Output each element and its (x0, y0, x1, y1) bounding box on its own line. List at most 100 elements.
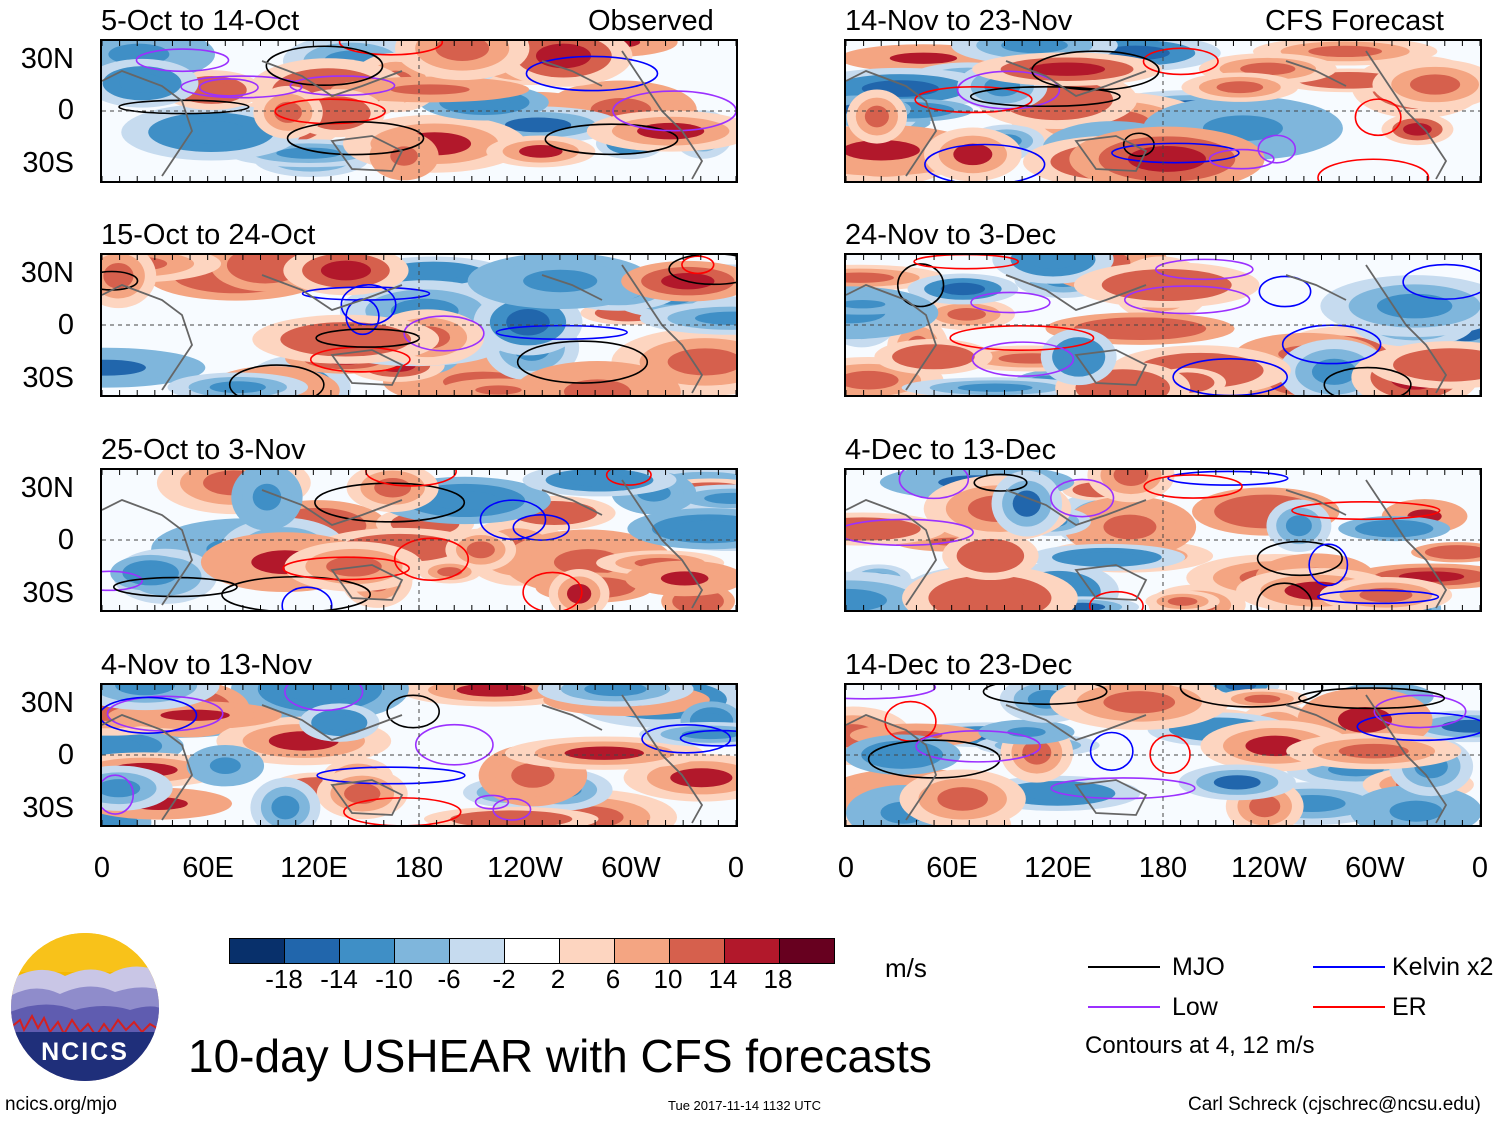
lon-label: 60E (182, 852, 234, 884)
wave-contour (956, 70, 1061, 110)
lat-label-30n: 30N (20, 43, 74, 75)
westerly-anomaly-blob (937, 787, 988, 811)
lat-label-30n: 30N (20, 687, 74, 719)
colorbar-cell (284, 939, 339, 963)
easterly-anomaly-blob (1063, 345, 1094, 369)
colorbar-tick: 10 (653, 964, 683, 994)
wave-contour (1154, 258, 1254, 281)
wave-contour (1089, 731, 1134, 771)
coastline (541, 274, 603, 301)
wave-contour (265, 45, 384, 87)
anomaly-field (102, 685, 736, 825)
westerly-anomaly-blob (683, 594, 713, 609)
coastline (541, 704, 603, 731)
anomaly-field (102, 41, 736, 181)
westerly-anomaly-blob (1240, 62, 1296, 76)
anomaly-field (102, 470, 736, 610)
wave-contour (180, 75, 303, 99)
westerly-anomaly-blob (971, 546, 1010, 566)
wave-contour (281, 586, 333, 610)
colorbar-tick: -14 (320, 964, 358, 994)
colorbar-tick: 14 (708, 964, 738, 994)
westerly-anomaly-blob (390, 84, 470, 95)
wave-contour (668, 255, 736, 286)
easterly-anomaly-blob (506, 308, 550, 336)
lon-label: 60W (601, 852, 661, 884)
wave-contour (1256, 582, 1313, 610)
colorbar-cell (559, 939, 614, 963)
wave-contour (1050, 777, 1196, 800)
wave-contour (1281, 324, 1382, 365)
coastline (330, 349, 404, 386)
westerly-anomaly-blob (476, 814, 547, 824)
coastline (1005, 704, 1147, 741)
westerly-anomaly-blob (1167, 597, 1198, 606)
wave-contour (198, 78, 259, 97)
wave-contour (949, 325, 1095, 351)
legend-mjo-label: MJO (1172, 953, 1225, 981)
wave-contour (112, 576, 238, 598)
easterly-anomaly-blob (1389, 800, 1443, 822)
westerly-anomaly-blob (518, 145, 563, 158)
colorbar-cell (449, 939, 504, 963)
colorbar-cell (394, 939, 449, 963)
colorbar-tick: -6 (437, 964, 461, 994)
wave-contour (969, 85, 1121, 108)
westerly-anomaly-blob (1127, 146, 1207, 172)
wave-contour (522, 571, 583, 610)
observed-panel-3-title: 25-Oct to 3-Nov (101, 434, 306, 466)
observed-panel-4-title: 4-Nov to 13-Nov (101, 649, 313, 681)
wave-contour (316, 766, 466, 785)
westerly-anomaly-blob (344, 783, 381, 804)
coastline (1005, 60, 1147, 97)
wave-contour (393, 537, 470, 581)
logo-text: NCICS (41, 1038, 129, 1066)
wave-contour (846, 518, 974, 547)
westerly-anomaly-blob (1113, 470, 1149, 486)
easterly-anomaly-blob (323, 714, 356, 731)
wave-contour (641, 723, 732, 754)
coastline (1074, 779, 1148, 816)
wave-contour (282, 556, 410, 581)
wave-contour (102, 696, 198, 734)
wave-contour (516, 340, 649, 384)
wave-contour (102, 570, 143, 592)
wave-contour (1356, 712, 1480, 742)
lat-label-30s: 30S (22, 792, 74, 824)
coastline (846, 499, 937, 606)
wave-contour (1208, 148, 1275, 170)
coastline (846, 714, 937, 821)
easterly-anomaly-blob (940, 282, 986, 296)
lon-label: 0 (727, 852, 745, 884)
easterly-anomaly-blob (119, 73, 165, 94)
coastline (261, 704, 403, 741)
westerly-anomaly-blob (535, 43, 592, 69)
wave-contour (1402, 263, 1480, 300)
wave-contour (1142, 47, 1219, 76)
website-link[interactable]: ncics.org/mjo (5, 1094, 117, 1115)
westerly-anomaly-blob (864, 105, 889, 128)
wave-contour (386, 694, 440, 729)
westerly-anomaly-blob (953, 143, 993, 166)
anomaly-field (846, 255, 1480, 395)
westerly-anomaly-blob (1216, 81, 1264, 94)
westerly-anomaly-blob (318, 103, 357, 123)
coastline (846, 284, 937, 391)
ncics-logo: NCICS (10, 932, 160, 1082)
wave-contour (1317, 589, 1440, 605)
anomaly-field (846, 41, 1480, 181)
westerly-anomaly-blob (660, 571, 709, 586)
easterly-anomaly-blob (1285, 515, 1312, 537)
easterly-anomaly-blob (957, 383, 1033, 392)
westerly-anomaly-blob (511, 763, 555, 788)
wave-contour (970, 291, 1051, 314)
easterly-anomaly-blob (1371, 523, 1417, 534)
legend-er-line (1313, 1006, 1385, 1008)
wave-contour (846, 685, 937, 700)
wave-contour (544, 123, 679, 156)
colorbar-units: m/s (885, 953, 927, 983)
westerly-anomaly-blob (1417, 355, 1480, 375)
wave-contour (1143, 474, 1243, 499)
colorbar-tick: -18 (265, 964, 303, 994)
wave-contour (1050, 478, 1115, 518)
